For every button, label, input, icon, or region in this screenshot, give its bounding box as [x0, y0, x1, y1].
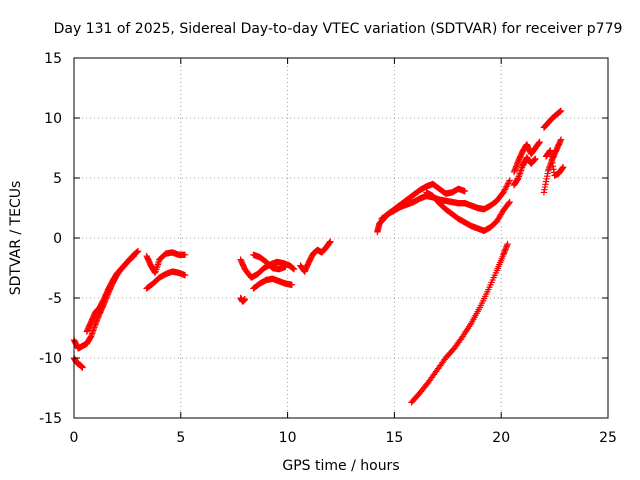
- data-point: [505, 178, 513, 186]
- y-tick-label: -15: [39, 411, 62, 427]
- grid-lines: [74, 58, 608, 418]
- data-point: [130, 252, 138, 260]
- series-segment-8: [250, 275, 296, 292]
- series-segment-14: [408, 240, 511, 406]
- y-tick-label: -5: [48, 291, 62, 307]
- data-point: [504, 240, 511, 248]
- y-tick-label: 15: [44, 51, 62, 67]
- data-point: [506, 198, 513, 206]
- data-point: [327, 238, 334, 245]
- series-segment-4: [143, 249, 189, 276]
- axis-ticks: [73, 57, 609, 419]
- series-segment-1: [70, 354, 86, 371]
- series-segment-11: [374, 180, 469, 236]
- series-segment-9: [250, 251, 289, 273]
- chart-title: Day 131 of 2025, Sidereal Day-to-day VTE…: [54, 21, 623, 37]
- data-point: [282, 263, 289, 270]
- series-segment-6: [237, 294, 249, 305]
- y-axis-title: SDTVAR / TECUs: [8, 181, 24, 296]
- x-tick-label: 0: [70, 430, 79, 446]
- series-segment-17: [540, 107, 565, 131]
- series-segment-16: [510, 154, 539, 189]
- x-tick-label: 25: [599, 430, 617, 446]
- data-point: [559, 164, 567, 171]
- x-tick-label: 10: [279, 430, 297, 446]
- x-tick-label: 5: [176, 430, 185, 446]
- y-tick-label: -10: [39, 351, 62, 367]
- y-tick-label: 5: [53, 171, 62, 187]
- series-segment-12: [378, 177, 513, 222]
- data-point: [536, 138, 543, 146]
- series-segment-3: [83, 252, 138, 335]
- data-point: [557, 107, 565, 114]
- series-segment-18: [540, 136, 565, 196]
- data-point: [181, 251, 189, 258]
- series-segment-5: [143, 268, 189, 292]
- x-axis-title: GPS time / hours: [282, 458, 399, 474]
- data-point: [79, 364, 86, 371]
- y-tick-label: 10: [44, 111, 62, 127]
- data-point: [506, 177, 513, 184]
- axis-tick-labels: 0 5 10 15 20 25 -15 -10 -5 0 5 10 15: [39, 51, 617, 446]
- data-point: [134, 248, 142, 255]
- data-point: [290, 266, 298, 273]
- series-segment-15: [510, 138, 543, 176]
- x-tick-label: 15: [385, 430, 403, 446]
- x-tick-label: 20: [492, 430, 510, 446]
- data-point: [241, 296, 249, 303]
- data-point: [557, 136, 565, 143]
- y-tick-label: 0: [53, 231, 62, 247]
- series-segment-13: [423, 189, 513, 234]
- series-segment-10: [297, 238, 334, 275]
- data-points: [70, 107, 567, 406]
- series-segment-19: [542, 147, 567, 179]
- data-point: [532, 155, 539, 162]
- data-point: [288, 281, 296, 288]
- data-point: [181, 272, 189, 279]
- data-point: [505, 199, 513, 207]
- data-point: [461, 188, 469, 195]
